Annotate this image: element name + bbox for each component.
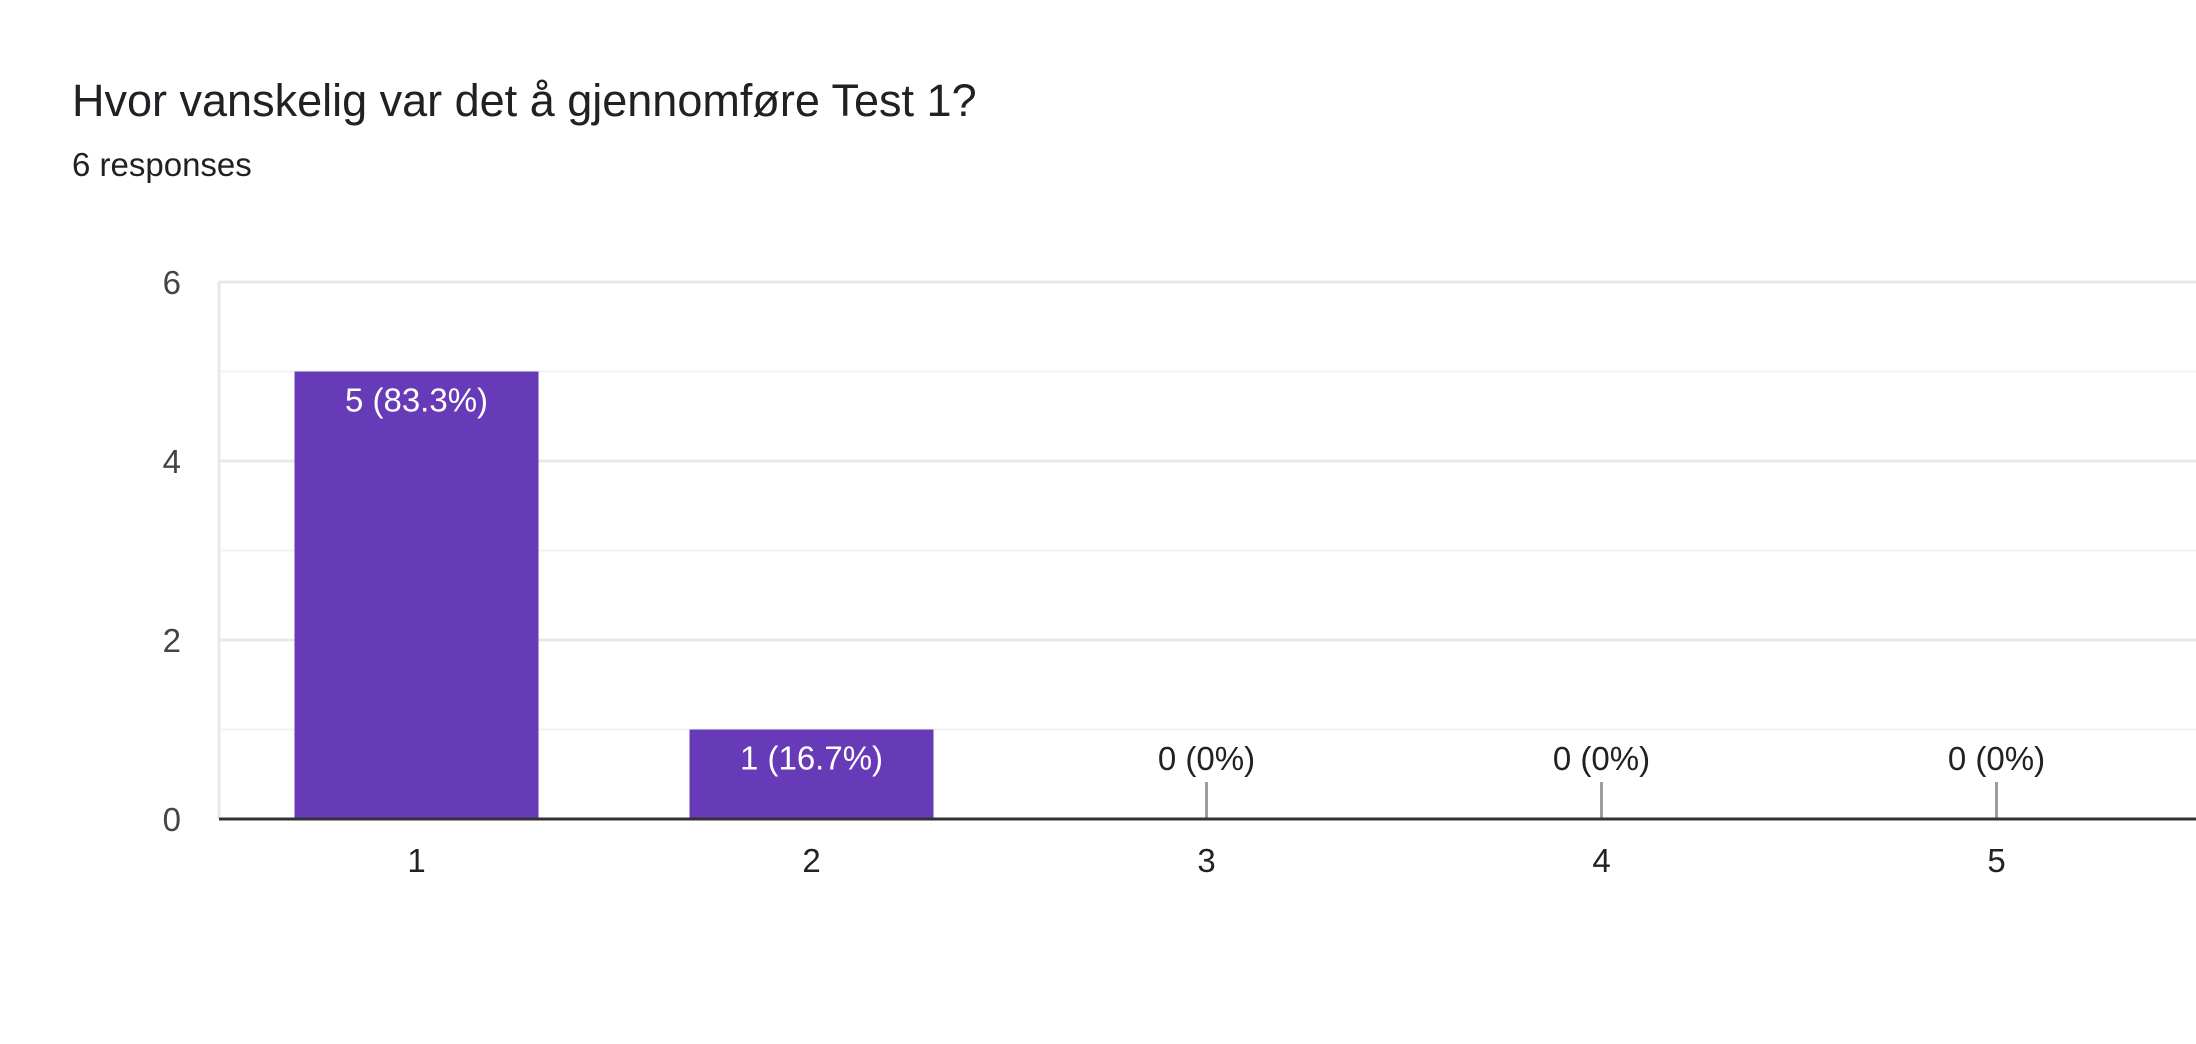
y-tick-label: 4 [163,443,181,480]
bar [294,371,539,819]
bar-data-label: 0 (0%) [1553,740,1650,777]
y-tick-label: 6 [163,264,181,301]
x-tick-label: 1 [407,842,425,879]
y-tick-label: 2 [163,622,181,659]
x-tick-label: 3 [1197,842,1215,879]
x-tick-label: 5 [1987,842,2005,879]
response-count: 6 responses [72,146,252,183]
bar-data-label: 0 (0%) [1948,740,2045,777]
x-tick-label: 4 [1592,842,1610,879]
x-tick-label: 2 [802,842,820,879]
bar-data-label: 0 (0%) [1158,740,1255,777]
bar-data-label: 1 (16.7%) [740,740,883,777]
y-tick-label: 0 [163,801,181,838]
bar-data-label: 5 (83.3%) [345,382,488,419]
chart-title: Hvor vanskelig var det å gjennomføre Tes… [72,75,977,126]
bar [689,729,934,819]
